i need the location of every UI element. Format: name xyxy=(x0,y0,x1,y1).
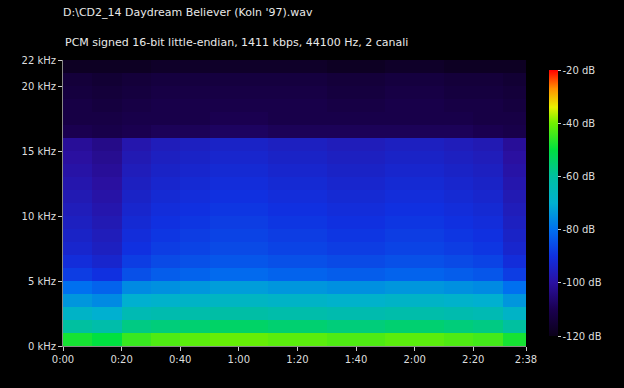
svg-text:-80 dB: -80 dB xyxy=(563,224,596,235)
svg-text:15 kHz: 15 kHz xyxy=(22,146,56,157)
svg-text:0:40: 0:40 xyxy=(169,354,191,365)
svg-text:-20 dB: -20 dB xyxy=(563,65,596,76)
svg-text:1:20: 1:20 xyxy=(286,354,308,365)
svg-text:5 kHz: 5 kHz xyxy=(28,276,56,287)
svg-text:0:00: 0:00 xyxy=(52,354,74,365)
svg-text:0 kHz: 0 kHz xyxy=(28,341,56,352)
svg-text:2:00: 2:00 xyxy=(403,354,425,365)
svg-text:2:20: 2:20 xyxy=(462,354,484,365)
svg-text:-40 dB: -40 dB xyxy=(563,118,596,129)
svg-text:PCM signed 16-bit little-endia: PCM signed 16-bit little-endian, 1411 kb… xyxy=(65,36,408,49)
svg-text:20 kHz: 20 kHz xyxy=(22,81,56,92)
svg-text:2:38: 2:38 xyxy=(515,354,537,365)
svg-text:22 kHz: 22 kHz xyxy=(22,55,56,66)
svg-text:-120 dB: -120 dB xyxy=(563,331,602,342)
svg-text:1:00: 1:00 xyxy=(228,354,250,365)
svg-text:0:20: 0:20 xyxy=(110,354,132,365)
svg-text:10 kHz: 10 kHz xyxy=(22,211,56,222)
svg-text:-60 dB: -60 dB xyxy=(563,171,596,182)
svg-text:1:40: 1:40 xyxy=(345,354,367,365)
svg-text:-100 dB: -100 dB xyxy=(563,277,602,288)
svg-text:D:\CD2_14 Daydream Believer (K: D:\CD2_14 Daydream Believer (Koln '97).w… xyxy=(63,6,313,19)
